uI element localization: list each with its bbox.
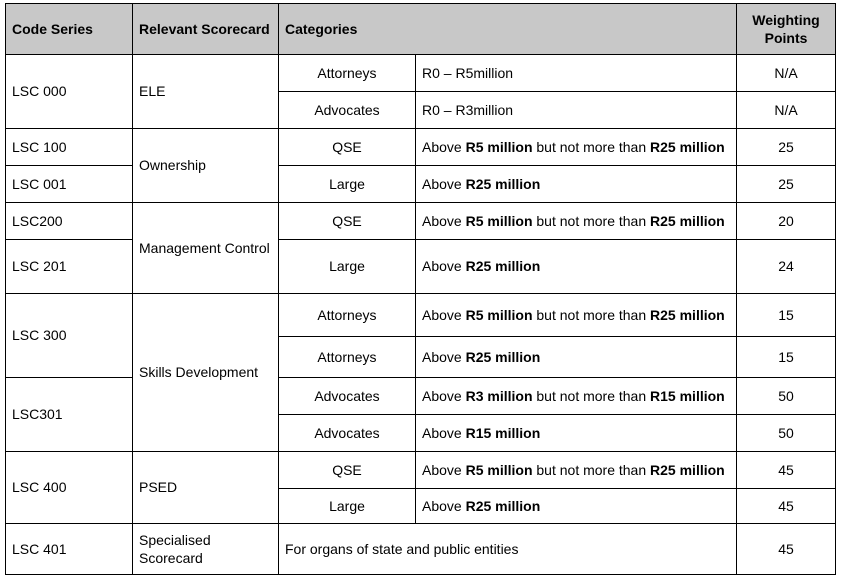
points-cell: 25	[736, 165, 836, 203]
points-cell: N/A	[736, 54, 836, 92]
table-row: LSC 400 PSED QSE Above R5 million but no…	[5, 451, 836, 524]
scorecard-cell: Specialised Scorecard	[132, 523, 279, 575]
table-row: LSC 001 Large Above R25 million 25	[5, 165, 836, 203]
points-cell: 50	[736, 414, 836, 452]
table-row: LSC301 Advocates Above R3 million but no…	[5, 377, 836, 452]
category-cell: Attorneys	[278, 336, 416, 378]
range-cell: Above R5 million but not more than R25 m…	[415, 128, 737, 166]
scorecard-cell: PSED	[132, 451, 279, 524]
header-code-series: Code Series	[5, 3, 133, 55]
points-cell: 25	[736, 128, 836, 166]
points-cell: N/A	[736, 91, 836, 129]
range-cell: Above R15 million	[415, 414, 737, 452]
category-cell: Large	[278, 488, 416, 524]
code-cell: LSC200	[5, 202, 133, 240]
code-cell: LSC 300	[5, 293, 133, 378]
table-row: Advocates R0 – R3million N/A	[6, 91, 836, 129]
header-row: Code Series Relevant Scorecard Categorie…	[5, 3, 836, 55]
table-row: Large Above R25 million 45	[6, 488, 836, 524]
points-cell: 24	[736, 239, 836, 294]
table-row: Advocates Above R15 million 50	[6, 414, 836, 452]
code-cell: LSC 001	[5, 165, 133, 203]
range-cell: Above R5 million but not more than R25 m…	[415, 202, 737, 240]
scorecard-cell: Skills Development	[132, 293, 279, 452]
points-cell: 45	[736, 523, 836, 575]
header-weighting-points: Weighting Points	[736, 3, 836, 55]
table-row: LSC 000 ELE Attorneys R0 – R5million N/A	[5, 54, 836, 129]
table-row: LSC 100 Ownership QSE Above R5 million b…	[5, 128, 836, 203]
points-cell: 50	[736, 377, 836, 415]
scorecard-cell: Ownership	[132, 128, 279, 203]
category-cell: QSE	[278, 128, 416, 166]
scorecard-table: Code Series Relevant Scorecard Categorie…	[5, 3, 836, 575]
category-cell: Large	[278, 239, 416, 294]
table-row: LSC 300 Skills Development Attorneys Abo…	[5, 293, 836, 452]
code-cell: LSC 201	[5, 239, 133, 294]
code-cell: LSC 400	[5, 451, 133, 524]
category-cell: Large	[278, 165, 416, 203]
range-cell: Above R25 million	[415, 165, 737, 203]
table-row: LSC200 Management Control QSE Above R5 m…	[5, 202, 836, 294]
range-cell: Above R5 million but not more than R25 m…	[415, 293, 737, 337]
code-cell: LSC 000	[5, 54, 133, 129]
points-cell: 20	[736, 202, 836, 240]
points-cell: 45	[736, 488, 836, 524]
header-categories: Categories	[278, 3, 737, 55]
range-cell: Above R3 million but not more than R15 m…	[415, 377, 737, 415]
category-cell: Advocates	[278, 91, 416, 129]
category-cell: Attorneys	[278, 54, 416, 92]
category-cell: QSE	[278, 451, 416, 489]
header-relevant-scorecard: Relevant Scorecard	[132, 3, 279, 55]
table-row: LSC 201 Large Above R25 million 24	[5, 239, 836, 294]
table-row: LSC 401 Specialised Scorecard For organs…	[5, 523, 836, 575]
range-cell: Above R5 million but not more than R25 m…	[415, 451, 737, 489]
category-cell: Attorneys	[278, 293, 416, 337]
scorecard-cell: Management Control	[132, 202, 279, 294]
range-cell: Above R25 million	[415, 336, 737, 378]
points-cell: 45	[736, 451, 836, 489]
range-cell: R0 – R5million	[415, 54, 737, 92]
table-row: Attorneys Above R25 million 15	[6, 336, 836, 378]
category-cell: Advocates	[278, 377, 416, 415]
points-cell: 15	[736, 336, 836, 378]
scorecard-cell: ELE	[132, 54, 279, 129]
range-cell: Above R25 million	[415, 239, 737, 294]
category-cell: Advocates	[278, 414, 416, 452]
range-cell: Above R25 million	[415, 488, 737, 524]
code-cell: LSC 100	[5, 128, 133, 166]
category-full-cell: For organs of state and public entities	[278, 523, 737, 575]
category-cell: QSE	[278, 202, 416, 240]
points-cell: 15	[736, 293, 836, 337]
code-cell: LSC301	[5, 377, 133, 452]
range-cell: R0 – R3million	[415, 91, 737, 129]
code-cell: LSC 401	[5, 523, 133, 575]
